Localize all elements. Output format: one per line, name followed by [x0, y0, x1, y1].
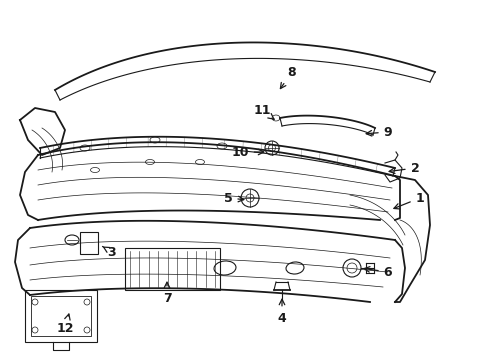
Ellipse shape [195, 159, 204, 165]
Text: 2: 2 [388, 162, 419, 175]
Text: 8: 8 [280, 66, 296, 89]
Text: 4: 4 [277, 299, 286, 324]
Text: 11: 11 [253, 104, 273, 119]
Text: 6: 6 [364, 266, 391, 279]
Text: 1: 1 [393, 192, 424, 209]
Bar [125, 248, 220, 290]
Text: 9: 9 [366, 126, 391, 139]
Text: 10: 10 [231, 145, 264, 158]
Ellipse shape [145, 159, 154, 165]
Ellipse shape [90, 167, 99, 172]
Bar [25, 290, 97, 342]
Text: 5: 5 [223, 192, 244, 204]
Bar [31, 296, 91, 336]
Bar [80, 232, 98, 254]
Text: 12: 12 [56, 314, 74, 334]
Text: 7: 7 [163, 282, 171, 305]
Text: 3: 3 [102, 246, 116, 258]
